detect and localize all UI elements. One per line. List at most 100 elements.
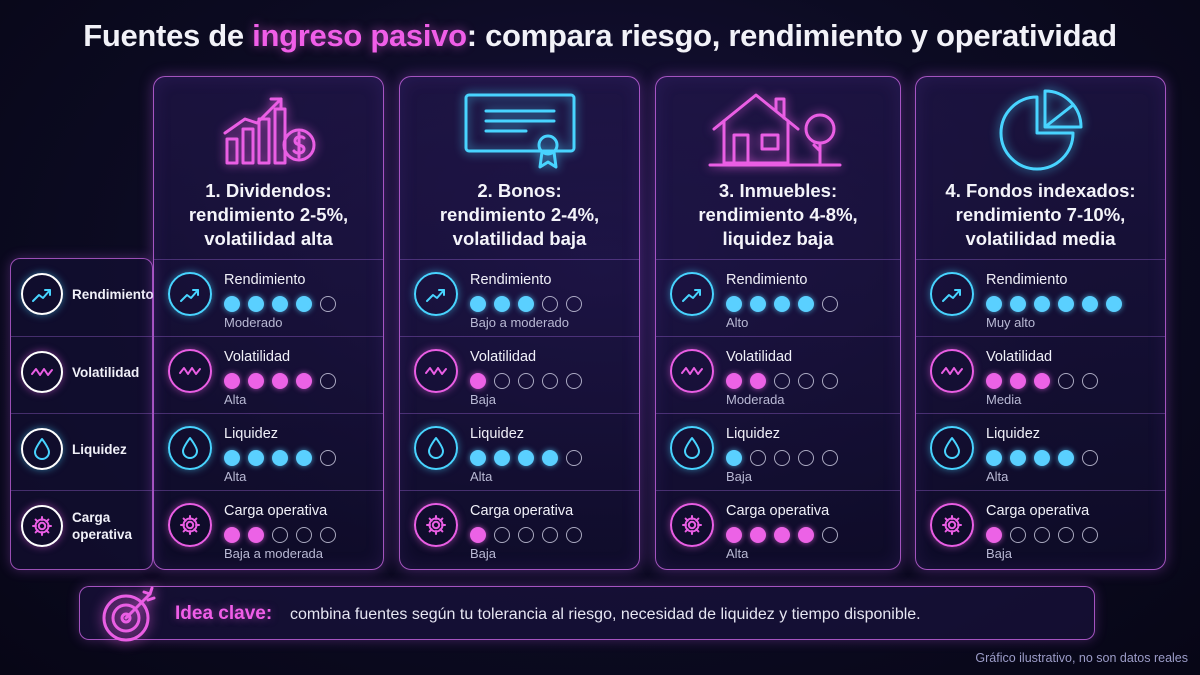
rating-dot-empty [822,450,838,466]
rating-dots [224,296,336,312]
metric-level: Alta [470,469,493,484]
rating-dot-empty [296,527,312,543]
rating-dot-filled [1010,373,1026,389]
rating-dot-filled [224,527,240,543]
gear-icon [168,503,212,547]
rating-dots [470,527,582,543]
rating-dot-empty [798,450,814,466]
gear-icon [21,505,63,547]
metric-label: Liquidez [986,426,1041,442]
metric-label: Carga operativa [986,503,1090,519]
legend-label: Liquidez [72,441,127,457]
metric-level: Moderada [726,392,785,407]
rating-dot-filled [272,373,288,389]
trend-up-icon [414,272,458,316]
rating-dot-empty [822,373,838,389]
rating-dot-filled [774,527,790,543]
metric-label: Carga operativa [224,503,328,519]
metric-level: Baja a moderada [224,546,324,561]
metric-row-rendimiento: Rendimiento Moderado [154,259,383,335]
rating-dot-empty [272,527,288,543]
card-title: 2. Bonos: rendimiento 2-4%, volatilidad ba… [439,180,600,249]
legend-label: Rendimiento [72,286,154,302]
metric-level: Alta [726,546,749,561]
metrics-legend: Rendimiento Volatilidad Liquidez Carga o… [10,258,154,570]
rating-dot-empty [542,373,558,389]
house-icon [708,89,848,176]
rating-dots [224,450,336,466]
metric-row-carga-operativa: Carga operativa Baja [916,490,1165,566]
rating-dot-filled [296,373,312,389]
rating-dot-empty [566,527,582,543]
metric-row-volatilidad: Volatilidad Alta [154,336,383,412]
metric-row-liquidez: Liquidez Alta [916,413,1165,489]
rating-dots [986,527,1098,543]
drop-icon [414,426,458,470]
rating-dot-filled [750,373,766,389]
footnote: Gráfico ilustrativo, no son datos reales [975,651,1188,665]
metric-label: Rendimiento [726,272,808,288]
title-highlight: ingreso pasivo [252,18,467,53]
rating-dots [986,373,1098,389]
rating-dot-filled [986,373,1002,389]
drop-icon [670,426,714,470]
rating-dot-empty [1082,450,1098,466]
metric-label: Liquidez [726,426,781,442]
metric-label: Liquidez [224,426,279,442]
rating-dot-empty [494,373,510,389]
rating-dots [470,450,582,466]
rating-dots [224,527,336,543]
rating-dot-filled [1010,296,1026,312]
card-title: 4. Fondos indexados: rendimiento 7-10%, vo… [945,180,1136,249]
rating-dot-filled [1106,296,1122,312]
legend-row-carga: Carga operativa [11,490,152,566]
trend-up-icon [168,272,212,316]
metric-level: Alta [986,469,1009,484]
rating-dot-filled [726,450,742,466]
rating-dot-empty [1082,373,1098,389]
rating-dot-filled [248,373,264,389]
rating-dot-filled [750,296,766,312]
rating-dots [470,296,582,312]
rating-dot-filled [248,527,264,543]
card-title: 1. Dividendos: rendimiento 2-5%, volatilid… [188,180,349,249]
rating-dots [726,450,838,466]
legend-label: Carga operativa [72,510,133,542]
rating-dots [986,296,1122,312]
rating-dot-filled [750,527,766,543]
rating-dot-filled [1058,450,1074,466]
rating-dot-filled [296,450,312,466]
metric-level: Baja [470,392,497,407]
rating-dot-empty [1058,373,1074,389]
metric-label: Volatilidad [986,349,1053,365]
metric-label: Rendimiento [986,272,1068,288]
rating-dot-filled [798,296,814,312]
wave-icon [670,349,714,393]
rating-dot-filled [494,450,510,466]
rating-dot-empty [320,450,336,466]
rating-dots [224,373,336,389]
rating-dot-filled [1010,450,1026,466]
rating-dot-filled [1034,450,1050,466]
metric-row-carga-operativa: Carga operativa Alta [656,490,900,566]
trend-up-icon [930,272,974,316]
legend-row-liquidez: Liquidez [11,413,152,489]
rating-dot-filled [774,296,790,312]
metric-level: Alta [224,469,247,484]
metric-row-carga-operativa: Carga operativa Baja a moderada [154,490,383,566]
page-title: Fuentes de ingreso pasivo: compara riesg… [83,18,1117,53]
card-inmuebles: 3. Inmuebles: rendimiento 4-8%, liquidez b… [655,76,901,570]
rating-dot-filled [224,296,240,312]
key-idea-banner: Idea clave: combina fuentes según tu tol… [79,586,1095,642]
rating-dot-filled [248,296,264,312]
rating-dot-empty [518,373,534,389]
rating-dots [726,296,838,312]
rating-dot-filled [494,296,510,312]
rating-dot-empty [518,527,534,543]
rating-dot-filled [470,296,486,312]
rating-dot-filled [296,296,312,312]
metric-row-rendimiento: Rendimiento Alto [656,259,900,335]
key-idea-label: Idea clave: [175,603,273,624]
certificate-icon [460,89,580,176]
rating-dot-filled [224,373,240,389]
